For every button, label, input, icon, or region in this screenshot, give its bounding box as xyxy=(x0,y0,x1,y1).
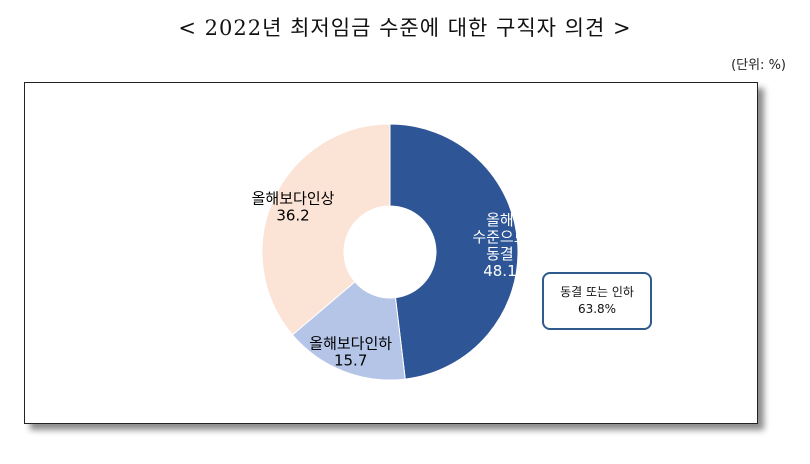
slice-value-0: 48.1 xyxy=(483,262,516,280)
slice-label-0: 수준으로 xyxy=(472,228,527,246)
slice-label-1: 올해보다인하 xyxy=(309,335,392,353)
slice-1 xyxy=(291,281,406,381)
slice-label-2: 올해보다인상 xyxy=(252,190,335,208)
unit-label: (단위: %) xyxy=(731,58,786,73)
slice-value-2: 36.2 xyxy=(276,207,309,225)
slice-label-0: 동결 xyxy=(486,245,514,263)
callout-line2: 63.8% xyxy=(577,302,617,316)
slice-2 xyxy=(261,123,391,336)
slice-0 xyxy=(389,123,519,380)
callout-line1: 동결 또는 인하 xyxy=(560,285,634,299)
slice-value-1: 15.7 xyxy=(334,352,367,370)
slice-label-0: 올해 xyxy=(486,211,514,229)
callout-box: 동결 또는 인하 63.8% xyxy=(542,272,652,330)
chart-title: < 2022년 최저임금 수준에 대한 구직자 의견 > xyxy=(178,16,632,40)
